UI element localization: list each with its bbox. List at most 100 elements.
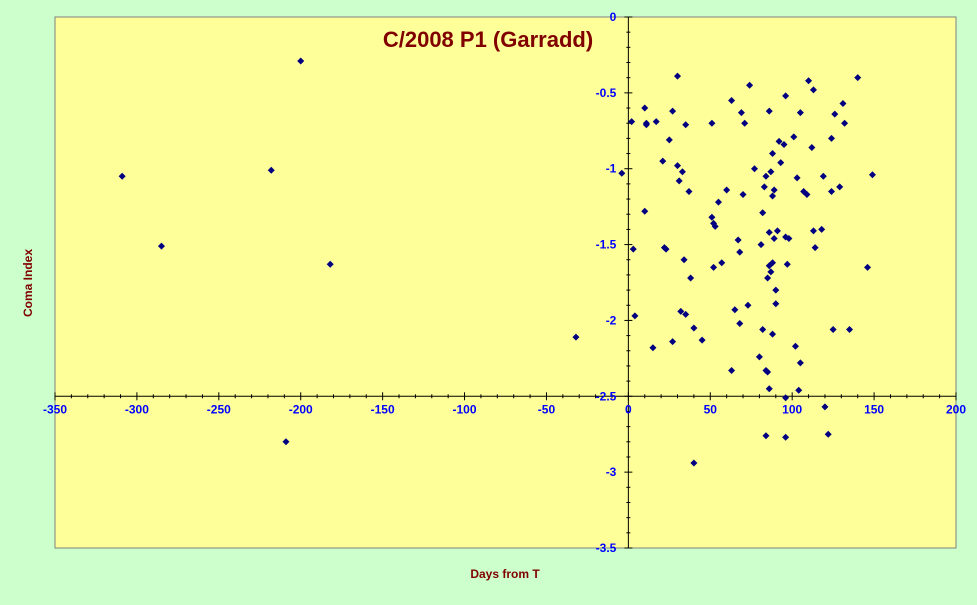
data-point (829, 326, 837, 334)
data-point (783, 260, 791, 268)
x-tick-label: -300 (125, 402, 149, 416)
data-point (714, 198, 722, 206)
data-point (808, 143, 816, 151)
data-point (770, 186, 778, 194)
data-point (736, 319, 744, 327)
data-point (780, 140, 788, 148)
data-point (769, 330, 777, 338)
data-point (649, 344, 657, 352)
data-point (791, 342, 799, 350)
data-point (744, 301, 752, 309)
data-point (793, 174, 801, 182)
data-point (868, 171, 876, 179)
data-point (734, 236, 742, 244)
data-point (572, 333, 580, 341)
y-tick-label: -1.5 (596, 238, 617, 252)
data-point (819, 172, 827, 180)
data-point (731, 306, 739, 314)
y-tick-label: -3.5 (596, 541, 617, 555)
x-tick-label: -200 (289, 402, 313, 416)
data-point (267, 166, 275, 174)
data-point (326, 260, 334, 268)
data-point (751, 165, 759, 173)
data-point (782, 92, 790, 100)
data-point (759, 326, 767, 334)
data-point (805, 77, 813, 85)
data-point (824, 430, 832, 438)
data-point (782, 433, 790, 441)
data-point (841, 119, 849, 127)
data-point (772, 300, 780, 308)
data-point (765, 228, 773, 236)
data-point (685, 187, 693, 195)
data-point (762, 432, 770, 440)
x-tick-label: -50 (538, 402, 556, 416)
data-point (618, 169, 626, 177)
plot-area (54, 16, 957, 549)
data-point (767, 168, 775, 176)
data-point (827, 134, 835, 142)
data-point (736, 248, 744, 256)
data-point (628, 118, 636, 126)
x-tick-label: 50 (704, 402, 718, 416)
data-point (795, 386, 803, 394)
data-point (710, 263, 718, 271)
data-point (796, 109, 804, 117)
data-point (827, 187, 835, 195)
data-point (708, 213, 716, 221)
data-point (864, 263, 872, 271)
data-point (698, 336, 706, 344)
data-point (775, 137, 783, 145)
y-tick-label: -0.5 (596, 86, 617, 100)
data-point (690, 324, 698, 332)
data-point (282, 438, 290, 446)
data-point (665, 136, 673, 144)
data-point (803, 191, 811, 199)
data-point (767, 268, 775, 276)
data-point (711, 222, 719, 230)
axes: -350 -300 -250 -200 -150 -100 -50 0 50 100 150 200 0… (43, 10, 966, 555)
data-point (687, 274, 695, 282)
y-tick-label: 0 (610, 10, 617, 24)
data-point (854, 74, 862, 82)
x-tick-label: 200 (946, 402, 966, 416)
data-point (765, 385, 773, 393)
chart-title: C/2008 P1 (Garradd) (383, 27, 593, 52)
data-point (836, 183, 844, 191)
data-point (708, 119, 716, 127)
data-point (839, 99, 847, 107)
data-point (755, 353, 763, 361)
x-tick-label: -250 (207, 402, 231, 416)
x-tick-label: -100 (453, 402, 477, 416)
data-point (677, 307, 685, 315)
x-tick-label: -350 (43, 402, 67, 416)
data-point (678, 168, 686, 176)
data-point (739, 191, 747, 199)
data-point (723, 186, 731, 194)
data-point (818, 225, 826, 233)
y-tick-label: -2 (606, 313, 617, 327)
data-point (757, 241, 765, 249)
y-tick-label: -3 (606, 465, 617, 479)
data-point (680, 256, 688, 264)
data-point (674, 162, 682, 170)
data-point (157, 242, 165, 250)
data-point (772, 286, 780, 294)
data-point (770, 235, 778, 243)
data-point (759, 209, 767, 217)
y-axis-title: Coma Index (21, 249, 35, 317)
x-tick-label: 150 (864, 402, 884, 416)
data-point (641, 207, 649, 215)
data-point (675, 177, 683, 185)
data-point (690, 459, 698, 467)
data-point (762, 172, 770, 180)
data-point (790, 133, 798, 141)
data-point (682, 121, 690, 129)
y-tick-label: -1 (606, 162, 617, 176)
data-point (769, 150, 777, 158)
data-point (737, 109, 745, 117)
data-point (297, 57, 305, 65)
x-tick-label: 0 (625, 402, 632, 416)
data-point (809, 227, 817, 235)
